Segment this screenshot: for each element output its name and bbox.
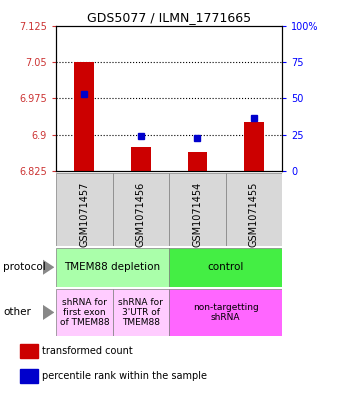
Bar [56,289,113,336]
Bar [113,173,169,246]
Bar [74,62,94,171]
Bar [169,173,226,246]
Title: GDS5077 / ILMN_1771665: GDS5077 / ILMN_1771665 [87,11,251,24]
Text: GSM1071454: GSM1071454 [192,182,202,247]
Text: transformed count: transformed count [42,346,133,356]
Text: TMEM88 depletion: TMEM88 depletion [65,262,161,272]
Text: shRNA for
first exon
of TMEM88: shRNA for first exon of TMEM88 [59,298,109,327]
Text: non-targetting
shRNA: non-targetting shRNA [193,303,258,322]
Bar [188,152,207,171]
Text: protocol: protocol [3,262,46,272]
Bar [244,123,264,171]
Text: percentile rank within the sample: percentile rank within the sample [42,371,207,381]
Text: other: other [3,307,31,318]
Text: GSM1071457: GSM1071457 [79,182,89,247]
Bar [226,173,282,246]
Text: shRNA for
3'UTR of
TMEM88: shRNA for 3'UTR of TMEM88 [118,298,163,327]
Bar [20,344,37,358]
Text: control: control [207,262,244,272]
Text: GSM1071456: GSM1071456 [136,182,146,247]
Bar [169,248,282,287]
Bar [56,248,169,287]
Bar [56,173,113,246]
Bar [20,369,37,383]
Bar [131,147,151,171]
Bar [113,289,169,336]
Bar [169,289,282,336]
Polygon shape [42,259,54,275]
Polygon shape [42,305,54,320]
Text: GSM1071455: GSM1071455 [249,182,259,247]
